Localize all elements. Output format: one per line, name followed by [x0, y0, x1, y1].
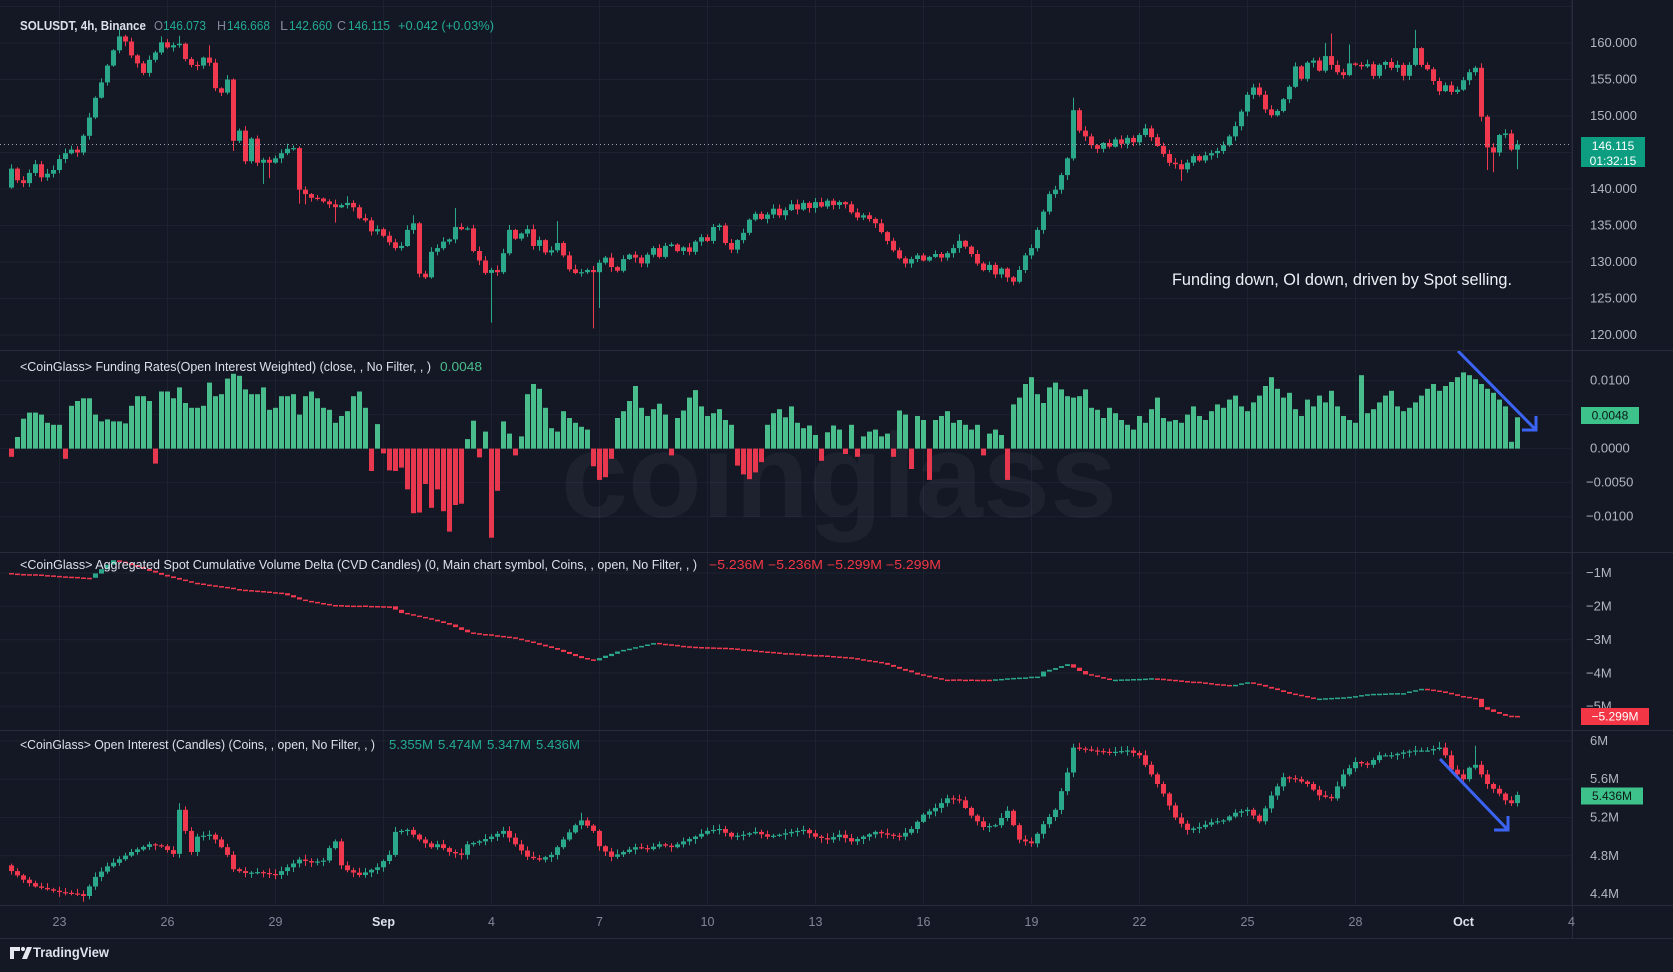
- svg-text:16: 16: [917, 915, 931, 929]
- svg-text:25: 25: [1241, 915, 1255, 929]
- svg-text:146.073: 146.073: [163, 19, 206, 33]
- svg-text:4: 4: [1568, 915, 1575, 929]
- svg-text:146.115: 146.115: [348, 19, 390, 33]
- svg-text:−5.299M: −5.299M: [886, 558, 941, 572]
- svg-text:5.6M: 5.6M: [1590, 771, 1619, 786]
- svg-text:TradingView: TradingView: [33, 945, 109, 960]
- svg-text:5.2M: 5.2M: [1590, 810, 1619, 825]
- svg-text:−3M: −3M: [1586, 632, 1612, 647]
- svg-text:150.000: 150.000: [1590, 108, 1637, 123]
- svg-text:4.4M: 4.4M: [1590, 886, 1619, 901]
- svg-text:O: O: [154, 19, 163, 33]
- svg-text:5.436M: 5.436M: [536, 738, 580, 752]
- svg-text:−5.236M: −5.236M: [768, 558, 823, 572]
- svg-text:7: 7: [596, 915, 603, 929]
- svg-text:26: 26: [161, 915, 175, 929]
- svg-text:4.8M: 4.8M: [1590, 848, 1619, 863]
- svg-text:10: 10: [701, 915, 715, 929]
- svg-text:C: C: [337, 19, 346, 33]
- svg-text:−5.236M: −5.236M: [709, 558, 764, 572]
- svg-text:+0.042 (+0.03%): +0.042 (+0.03%): [398, 19, 494, 33]
- svg-text:146.668: 146.668: [227, 19, 270, 33]
- svg-text:Funding down, OI down, driven: Funding down, OI down, driven by Spot se…: [1172, 270, 1512, 289]
- svg-text:01:32:15: 01:32:15: [1590, 154, 1637, 168]
- svg-text:120.000: 120.000: [1590, 327, 1637, 342]
- svg-text:4: 4: [488, 915, 495, 929]
- svg-text:22: 22: [1133, 915, 1147, 929]
- svg-text:<CoinGlass> Open Interest (Can: <CoinGlass> Open Interest (Candles) (Coi…: [20, 738, 375, 752]
- svg-text:<CoinGlass> Aggregated Spot Cu: <CoinGlass> Aggregated Spot Cumulative V…: [20, 558, 697, 572]
- svg-text:140.000: 140.000: [1590, 181, 1637, 196]
- svg-text:−2M: −2M: [1586, 599, 1612, 614]
- svg-text:125.000: 125.000: [1590, 291, 1637, 306]
- svg-text:0.0048: 0.0048: [1592, 409, 1629, 423]
- svg-text:6M: 6M: [1590, 733, 1608, 748]
- svg-text:130.000: 130.000: [1590, 254, 1637, 269]
- svg-text:142.660: 142.660: [289, 19, 332, 33]
- svg-text:−5.299M: −5.299M: [827, 558, 882, 572]
- svg-text:5.355M: 5.355M: [389, 738, 433, 752]
- svg-text:0.0048: 0.0048: [440, 360, 482, 374]
- svg-text:146.115: 146.115: [1592, 139, 1635, 153]
- svg-text:135.000: 135.000: [1590, 218, 1637, 233]
- svg-text:5.347M: 5.347M: [487, 738, 531, 752]
- svg-text:−1M: −1M: [1586, 565, 1612, 580]
- svg-text:−5.299M: −5.299M: [1591, 710, 1638, 724]
- svg-text:H: H: [217, 19, 226, 33]
- svg-text:28: 28: [1349, 915, 1363, 929]
- svg-text:5.436M: 5.436M: [1592, 789, 1632, 803]
- svg-text:5.474M: 5.474M: [438, 738, 482, 752]
- svg-text:Sep: Sep: [372, 915, 395, 929]
- svg-text:−0.0100: −0.0100: [1586, 509, 1633, 524]
- svg-text:19: 19: [1025, 915, 1039, 929]
- svg-text:29: 29: [269, 915, 283, 929]
- svg-text:23: 23: [53, 915, 67, 929]
- svg-text:SOLUSDT, 4h, Binance: SOLUSDT, 4h, Binance: [20, 19, 146, 33]
- svg-text:13: 13: [809, 915, 823, 929]
- svg-text:0.0000: 0.0000: [1590, 441, 1630, 456]
- svg-text:−0.0050: −0.0050: [1586, 475, 1633, 490]
- svg-text:L: L: [280, 19, 288, 33]
- svg-text:<CoinGlass> Funding Rates(Open: <CoinGlass> Funding Rates(Open Interest …: [20, 360, 431, 374]
- svg-text:Oct: Oct: [1453, 915, 1475, 929]
- svg-text:0.0100: 0.0100: [1590, 373, 1630, 388]
- svg-text:160.000: 160.000: [1590, 35, 1637, 50]
- svg-text:155.000: 155.000: [1590, 72, 1637, 87]
- svg-text:−4M: −4M: [1586, 665, 1612, 680]
